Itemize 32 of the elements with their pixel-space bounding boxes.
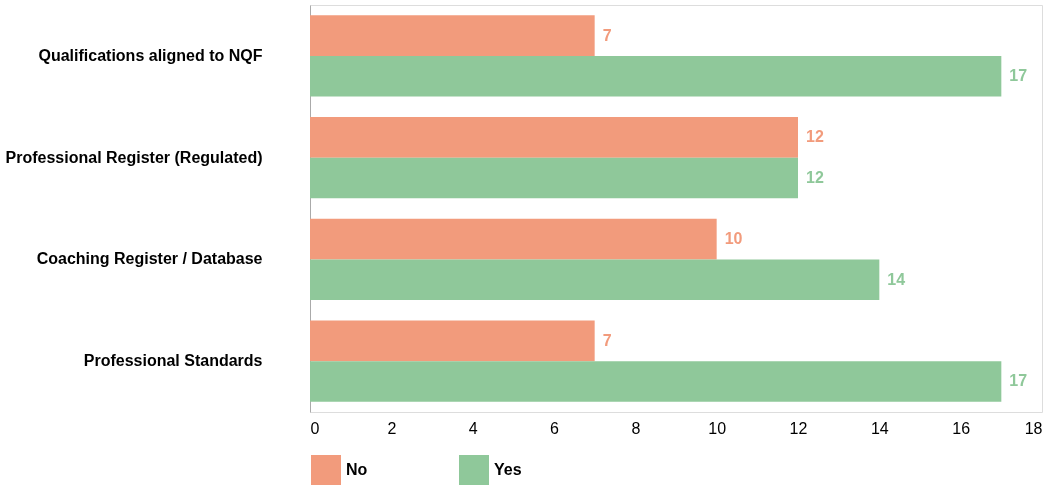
data-label: 7 (602, 26, 612, 44)
x-tick-label: 0 (310, 419, 320, 437)
x-tick-label: 10 (708, 419, 727, 437)
data-label: 12 (806, 168, 824, 186)
bar (310, 15, 595, 56)
x-tick-label: 2 (387, 419, 397, 437)
x-tick-label: 18 (1024, 419, 1043, 437)
data-label: 14 (887, 270, 906, 288)
data-label: 17 (1009, 67, 1028, 85)
bar (310, 320, 595, 362)
x-tick-label: 16 (952, 419, 971, 437)
bar (310, 218, 717, 260)
legend-label: No (346, 461, 368, 478)
data-label: 17 (1009, 372, 1028, 390)
legend-label: Yes (494, 461, 522, 478)
bar (310, 157, 798, 199)
y-tick-label: Coaching Register / Database (36, 250, 263, 268)
x-tick-label: 14 (870, 419, 889, 437)
bar (310, 361, 1002, 402)
y-tick-label: Qualifications aligned to NQF (38, 46, 263, 64)
data-label: 7 (602, 331, 612, 349)
data-label: 12 (806, 128, 824, 146)
data-label: 10 (724, 230, 743, 248)
x-tick-label: 4 (468, 419, 478, 437)
x-tick-label: 12 (789, 419, 808, 437)
bar (310, 116, 798, 158)
x-tick-label: 8 (631, 419, 641, 437)
bar (310, 259, 880, 301)
bar (310, 55, 1002, 97)
y-tick-label: Professional Register (Regulated) (5, 148, 263, 166)
x-tick-label: 6 (550, 419, 560, 437)
y-tick-label: Professional Standards (83, 352, 263, 370)
